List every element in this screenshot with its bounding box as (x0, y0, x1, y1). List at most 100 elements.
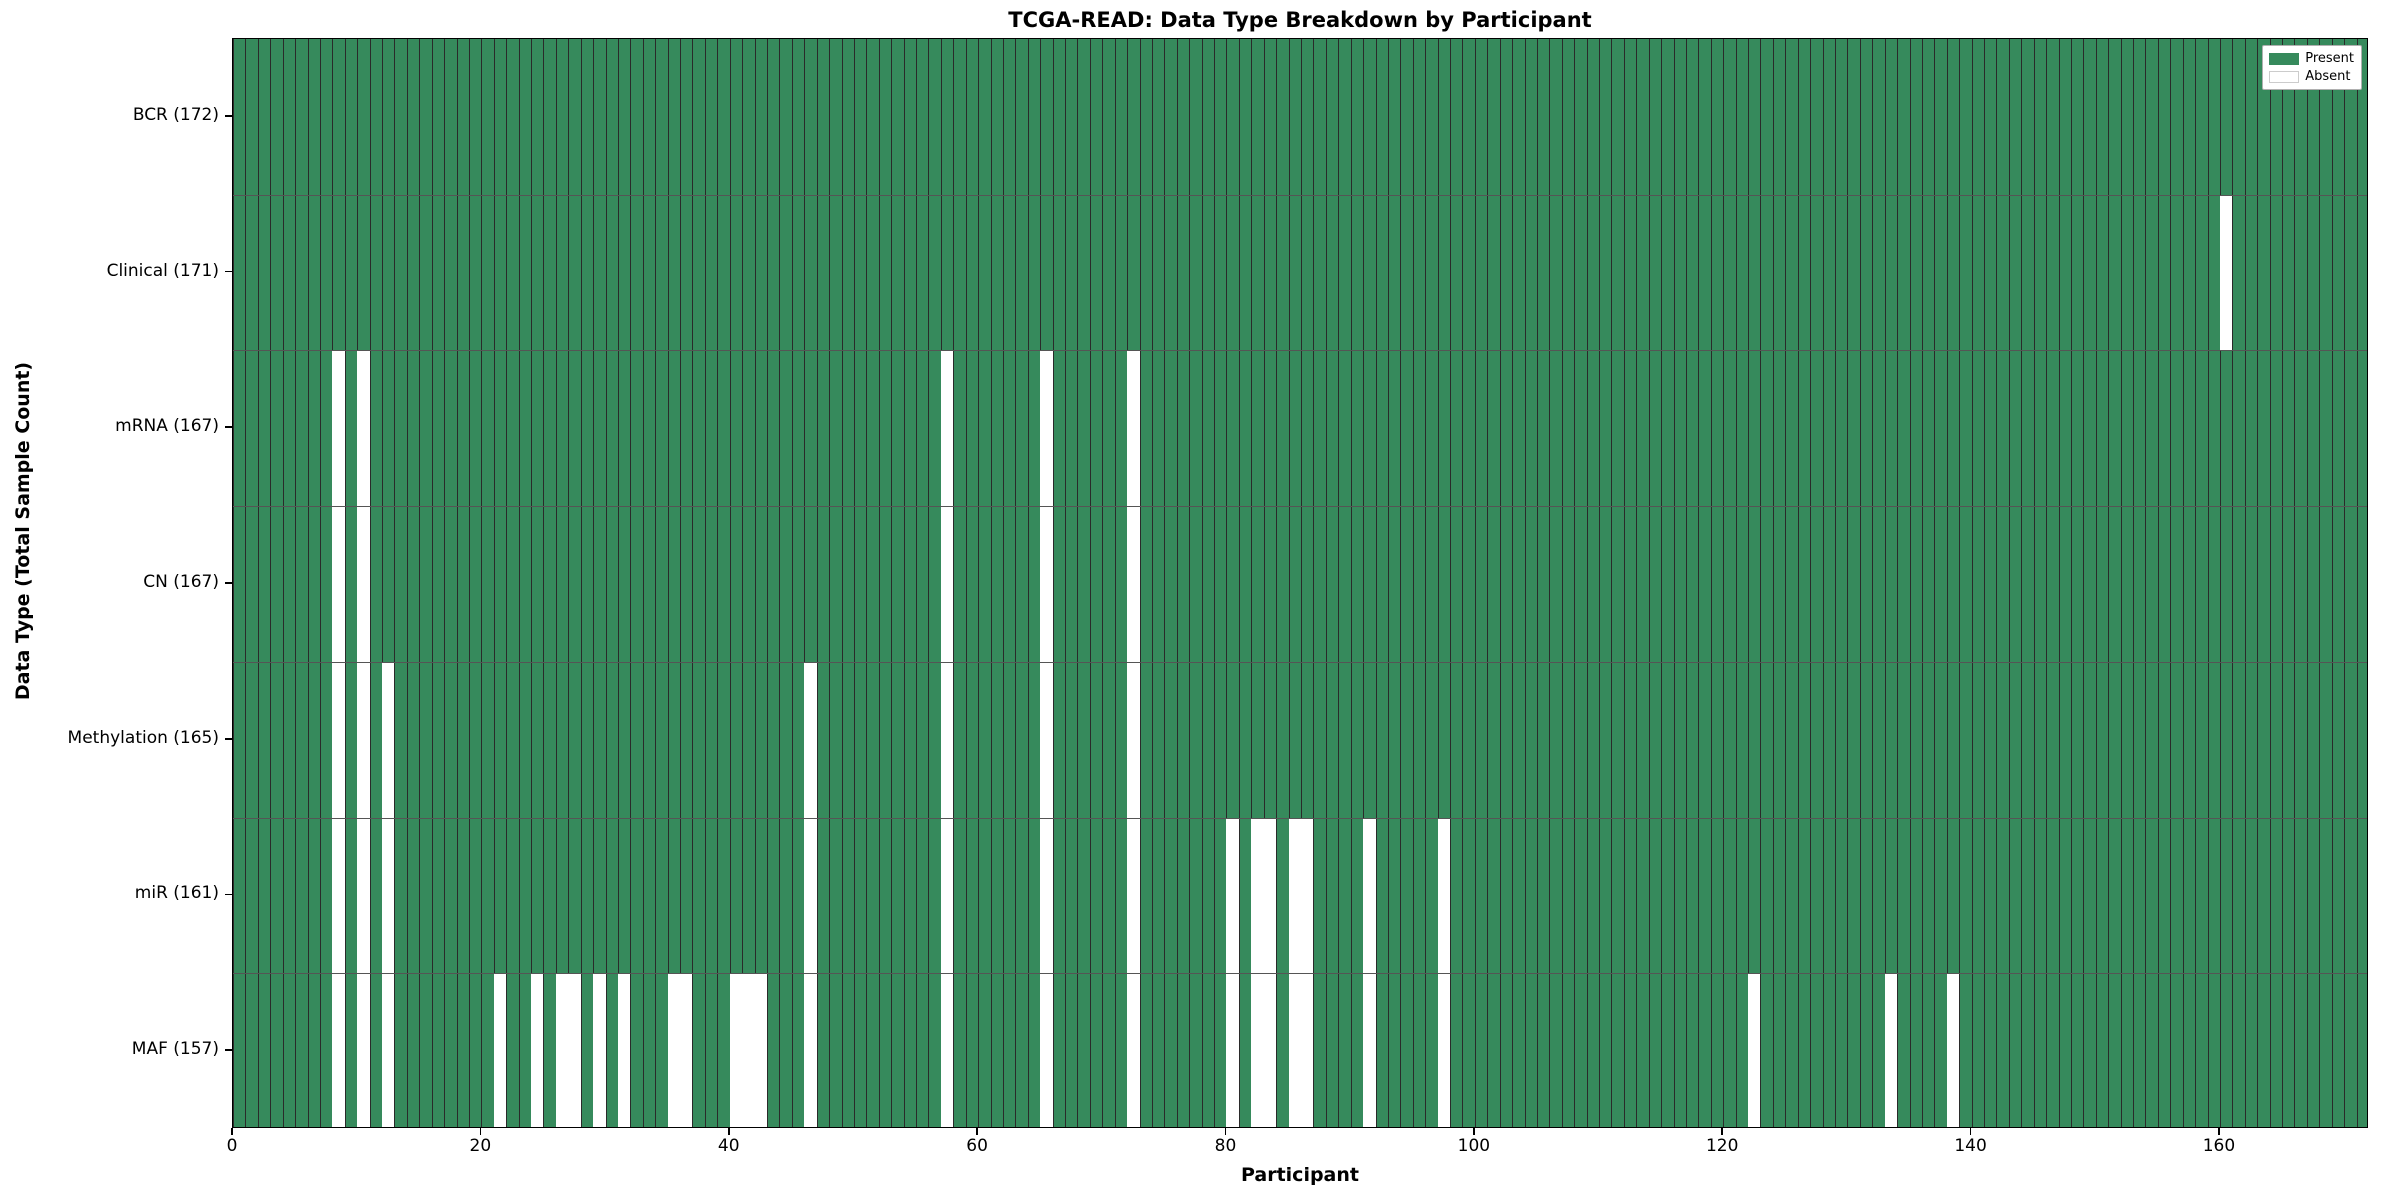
heatmap-cell-present (555, 350, 569, 507)
heatmap-cell-present (1189, 194, 1203, 351)
heatmap-cell-present (1636, 973, 1650, 1127)
heatmap-cell-present (891, 39, 905, 195)
heatmap-cell-present (916, 817, 930, 974)
heatmap-cell-present (1350, 194, 1364, 351)
heatmap-cell-present (2058, 350, 2072, 507)
heatmap-cell-present (2108, 506, 2122, 662)
x-tick-mark (1969, 1128, 1972, 1135)
heatmap-row-separator (233, 350, 2367, 352)
heatmap-cell-present (1350, 350, 1364, 507)
heatmap-cell-present (779, 39, 793, 195)
heatmap-cell-present (1996, 194, 2010, 351)
heatmap-cell-present (729, 661, 743, 818)
heatmap-cell-present (307, 817, 321, 974)
heatmap-cell-present (1872, 350, 1886, 507)
heatmap-cell-present (704, 350, 718, 507)
heatmap-cell-present (1512, 661, 1526, 818)
heatmap-cell-present (2331, 506, 2345, 662)
heatmap-grid (233, 39, 2367, 1127)
heatmap-cell-present (990, 350, 1004, 507)
heatmap-cell-present (1027, 973, 1041, 1127)
heatmap-cell-present (829, 350, 843, 507)
heatmap-cell-present (717, 661, 731, 818)
heatmap-cell-present (2356, 661, 2367, 818)
heatmap-cell-present (2157, 39, 2171, 195)
heatmap-cell-present (680, 350, 694, 507)
heatmap-cell-present (1214, 661, 1228, 818)
heatmap-cell-present (1313, 194, 1327, 351)
heatmap-cell-present (1822, 817, 1836, 974)
heatmap-cell-present (704, 817, 718, 974)
heatmap-cell-present (2157, 506, 2171, 662)
heatmap-cell-present (1387, 506, 1401, 662)
heatmap-cell-present (1276, 661, 1290, 818)
heatmap-cell-present (1226, 350, 1240, 507)
heatmap-cell-present (2232, 39, 2246, 195)
heatmap-cell-present (2095, 817, 2109, 974)
heatmap-cell-present (518, 661, 532, 818)
heatmap-cell-present (1685, 39, 1699, 195)
heatmap-cell-present (2269, 350, 2283, 507)
heatmap-cell-present (369, 506, 383, 662)
heatmap-cell-present (1139, 506, 1153, 662)
heatmap-cell-present (1251, 194, 1265, 351)
heatmap-cell-present (1735, 661, 1749, 818)
heatmap-cell-present (568, 661, 582, 818)
heatmap-cell-present (1934, 661, 1948, 818)
heatmap-cell-present (1897, 39, 1911, 195)
heatmap-cell-present (2306, 506, 2320, 662)
heatmap-cell-present (2070, 506, 2084, 662)
heatmap-cell-present (543, 506, 557, 662)
heatmap-cell-present (394, 506, 408, 662)
heatmap-cell-present (1623, 661, 1637, 818)
heatmap-cell-present (1102, 817, 1116, 974)
heatmap-cell-present (2232, 506, 2246, 662)
heatmap-cell-present (481, 39, 495, 195)
heatmap-cell-present (1934, 817, 1948, 974)
heatmap-cell-present (1238, 39, 1252, 195)
heatmap-cell-present (319, 350, 333, 507)
heatmap-cell-present (1996, 350, 2010, 507)
heatmap-cell-present (1052, 817, 1066, 974)
heatmap-cell-present (2108, 194, 2122, 351)
heatmap-cell-present (878, 973, 892, 1127)
heatmap-cell-present (2170, 661, 2184, 818)
heatmap-cell-present (1698, 506, 1712, 662)
heatmap-cell-present (2269, 506, 2283, 662)
heatmap-cell-present (754, 39, 768, 195)
heatmap-cell-present (2058, 506, 2072, 662)
heatmap-cell-present (2157, 661, 2171, 818)
heatmap-cell-present (1189, 973, 1203, 1127)
heatmap-cell-present (617, 39, 631, 195)
heatmap-cell-present (1685, 194, 1699, 351)
heatmap-cell-present (1797, 39, 1811, 195)
heatmap-cell-absent (1040, 661, 1054, 818)
heatmap-cell-present (1325, 39, 1339, 195)
heatmap-cell-present (344, 39, 358, 195)
heatmap-cell-present (680, 661, 694, 818)
heatmap-cell-present (605, 817, 619, 974)
heatmap-cell-present (2008, 194, 2022, 351)
heatmap-cell-present (642, 817, 656, 974)
heatmap-cell-present (1425, 973, 1439, 1127)
heatmap-cell-present (2095, 506, 2109, 662)
heatmap-cell-absent (940, 817, 954, 974)
heatmap-cell-present (2033, 194, 2047, 351)
heatmap-cell-present (1151, 39, 1165, 195)
heatmap-cell-present (531, 817, 545, 974)
heatmap-cell-present (2282, 194, 2296, 351)
heatmap-cell-present (1512, 39, 1526, 195)
heatmap-cell-present (1350, 817, 1364, 974)
heatmap-cell-present (1723, 506, 1737, 662)
heatmap-cell-present (704, 506, 718, 662)
heatmap-cell-present (1363, 350, 1377, 507)
heatmap-cell-present (1698, 194, 1712, 351)
heatmap-cell-present (1909, 506, 1923, 662)
heatmap-cell-present (1661, 39, 1675, 195)
heatmap-cell-present (1859, 350, 1873, 507)
heatmap-cell-present (2058, 817, 2072, 974)
heatmap-cell-present (953, 194, 967, 351)
heatmap-cell-present (916, 506, 930, 662)
heatmap-cell-present (506, 39, 520, 195)
heatmap-cell-present (1375, 350, 1389, 507)
